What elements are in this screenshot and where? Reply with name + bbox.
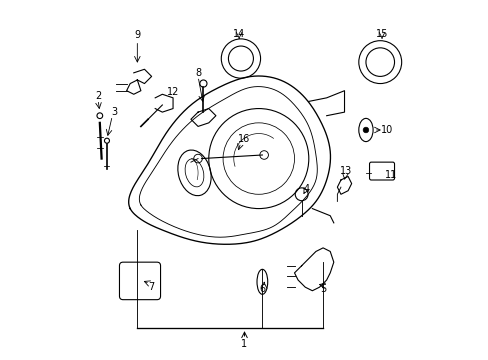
Text: 7: 7 <box>148 282 154 292</box>
Text: 11: 11 <box>384 170 396 180</box>
Text: 5: 5 <box>319 284 325 294</box>
Text: 8: 8 <box>195 68 201 78</box>
Text: 12: 12 <box>166 87 179 98</box>
Circle shape <box>200 80 206 87</box>
Circle shape <box>363 127 368 133</box>
Text: 13: 13 <box>340 166 352 176</box>
Text: 9: 9 <box>134 30 140 40</box>
Circle shape <box>104 138 109 143</box>
Text: 6: 6 <box>259 284 265 294</box>
Text: 4: 4 <box>304 184 309 194</box>
Circle shape <box>97 113 102 118</box>
Text: 3: 3 <box>111 107 117 117</box>
Text: 16: 16 <box>238 134 250 144</box>
Text: 1: 1 <box>241 339 247 349</box>
Text: 14: 14 <box>233 28 245 39</box>
Text: 10: 10 <box>381 125 393 135</box>
Text: 15: 15 <box>375 28 387 39</box>
Text: 2: 2 <box>95 91 101 101</box>
